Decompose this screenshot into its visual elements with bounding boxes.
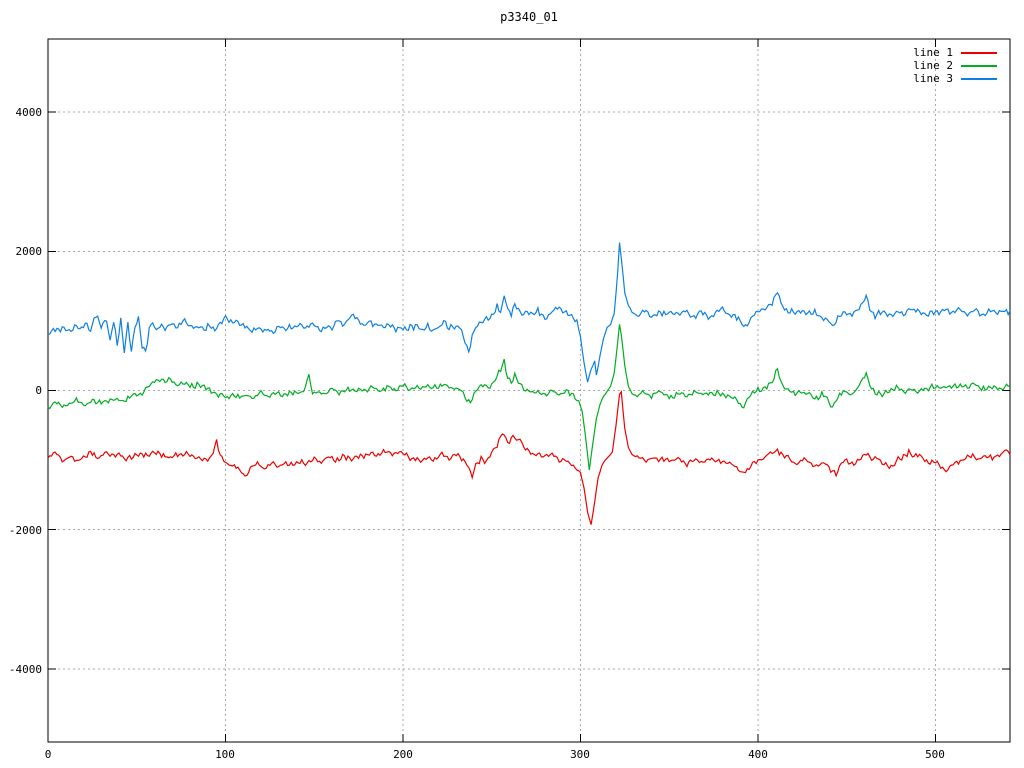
plot-border [47, 38, 1011, 743]
legend-label-line-3: line 3 [913, 72, 953, 85]
series-line-2 [47, 324, 1011, 471]
chart-title: p3340_01 [500, 10, 558, 24]
series-line-1 [47, 390, 1011, 525]
x-tick-label: 500 [925, 748, 945, 761]
y-tick-label: 4000 [15, 106, 43, 119]
legend: line 1 line 2 line 3 [913, 46, 997, 85]
x-tick-label: 200 [393, 748, 413, 761]
series-line-3 [47, 242, 1011, 383]
legend-swatch-line-3 [961, 77, 997, 80]
y-tick-label: -2000 [8, 524, 42, 537]
legend-label-line-1: line 1 [913, 46, 953, 59]
y-tick-label: 0 [35, 384, 42, 397]
x-tick-label: 400 [748, 748, 768, 761]
legend-item-line-3: line 3 [913, 72, 997, 85]
legend-swatch-line-2 [961, 64, 997, 67]
legend-item-line-2: line 2 [913, 59, 997, 72]
y-tick-label: -4000 [8, 663, 42, 676]
x-tick-label: 0 [44, 748, 52, 761]
legend-label-line-2: line 2 [913, 59, 953, 72]
x-tick-label: 300 [570, 748, 590, 761]
x-tick-label: 100 [215, 748, 235, 761]
legend-item-line-1: line 1 [913, 46, 997, 59]
y-tick-label: 2000 [15, 245, 43, 258]
legend-swatch-line-1 [961, 51, 997, 54]
